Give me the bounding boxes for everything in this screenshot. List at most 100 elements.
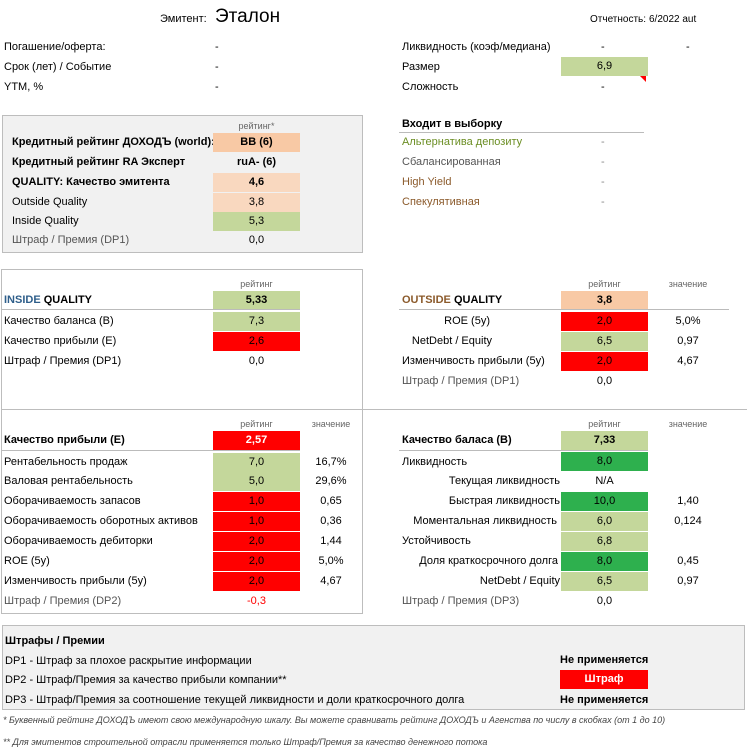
- balance-shortdebt-value: 0,45: [677, 555, 699, 567]
- outside-dp1-rating: 0,0: [596, 375, 613, 387]
- earnings-divider: [2, 450, 300, 451]
- outside-col-value: значение: [668, 279, 708, 289]
- outside-roe-value: 5,0%: [675, 315, 701, 327]
- complexity-label: Сложность: [402, 81, 459, 93]
- doxod-rating-label: Кредитный рейтинг ДОХОДЪ (world):: [12, 136, 215, 148]
- outside-title-value: 3,8: [561, 291, 648, 310]
- earnings-row-rating: 1,0: [213, 492, 300, 511]
- inside-quality-value: 5,3: [213, 212, 300, 231]
- balance-shortdebt-label: Доля краткосрочного долга: [419, 555, 558, 567]
- earnings-row-rating: 5,0: [213, 472, 300, 491]
- earnings-row-rating: 2,0: [213, 572, 300, 591]
- inside-balance-value: 7,3: [213, 312, 300, 331]
- balance-nde-value: 0,97: [677, 575, 699, 587]
- balance-cash-value: 0,124: [674, 515, 702, 527]
- selection-balanced-value: -: [601, 156, 605, 168]
- earnings-row-value: 29,6%: [315, 475, 347, 487]
- outside-col-rating: рейтинг: [588, 279, 621, 289]
- inside-dp1-label: Штраф / Премия (DP1): [4, 355, 122, 367]
- selection-deposit-label: Альтернатива депозиту: [402, 136, 523, 148]
- footnote-2: ** Для эмитентов строительной отрасли пр…: [3, 737, 488, 747]
- balance-stability-label: Устойчивость: [402, 535, 471, 547]
- issuer-name: Эталон: [215, 6, 281, 27]
- selection-title: Входит в выборку: [402, 118, 503, 130]
- dp1-label: Штраф / Премия (DP1): [12, 234, 130, 246]
- liquidity-v2: -: [686, 41, 690, 53]
- outside-nde-label: NetDebt / Equity: [411, 335, 492, 347]
- rating-col-header: рейтинг*: [238, 121, 275, 131]
- penalty-dp1-label: DP1 - Штраф за плохое раскрытие информац…: [5, 655, 252, 667]
- inside-title-a: INSIDE: [4, 294, 41, 306]
- doxod-rating-value: BB (6): [213, 133, 300, 152]
- earnings-row-value: 5,0%: [318, 555, 344, 567]
- ra-rating-value: ruA- (6): [236, 156, 277, 168]
- maturity-value: -: [215, 41, 219, 53]
- footnote-1: * Буквенный рейтинг ДОХОДЪ имеют свою ме…: [3, 715, 666, 725]
- earnings-row: Изменчивость прибыли (5y): [4, 575, 147, 587]
- balance-dp3-label: Штраф / Премия (DP3): [402, 595, 520, 607]
- outside-roe-rating: 2,0: [561, 312, 648, 331]
- selection-deposit-value: -: [601, 136, 605, 148]
- outside-volatility-label: Изменчивость прибыли (5y): [402, 355, 545, 367]
- earnings-title-value: 2,57: [213, 431, 300, 450]
- selection-hy-label: High Yield: [402, 176, 452, 188]
- term-label: Срок (лет) / Событие: [4, 61, 112, 73]
- balance-title: Качество баласа (B): [402, 434, 512, 446]
- penalty-dp1-status: Не применяется: [560, 654, 649, 666]
- outside-dp1-label: Штраф / Премия (DP1): [402, 375, 520, 387]
- earnings-row: ROE (5y): [4, 555, 50, 567]
- balance-nde-rating: 6,5: [561, 572, 648, 591]
- size-value: 6,9: [561, 57, 648, 76]
- inside-title-value: 5,33: [213, 291, 300, 310]
- outside-roe-label: ROE (5y): [444, 315, 490, 327]
- outside-title-a: OUTSIDE: [402, 294, 451, 306]
- balance-col-rating: рейтинг: [588, 419, 621, 429]
- rating-panel: [2, 115, 363, 253]
- earnings-row-value: 16,7%: [315, 456, 347, 468]
- penalty-dp3-label: DP3 - Штраф/Премия за соотношение текуще…: [5, 694, 465, 706]
- liquidity-label: Ликвидность (коэф/медиана): [402, 41, 551, 53]
- inside-divider: [2, 309, 300, 310]
- outside-nde-value: 0,97: [677, 335, 699, 347]
- inside-col-header: рейтинг: [240, 279, 273, 289]
- earnings-dp2-rating: -0,3: [247, 595, 266, 607]
- ytm-value: -: [215, 81, 219, 93]
- outside-volatility-rating: 2,0: [561, 352, 648, 371]
- balance-quick-rating: 10,0: [561, 492, 648, 511]
- earnings-row-value: 4,67: [320, 575, 342, 587]
- balance-current-rating: N/A: [595, 475, 614, 487]
- complexity-value: -: [601, 81, 605, 93]
- penalties-title: Штрафы / Премии: [5, 635, 105, 647]
- penalty-dp3-status: Не применяется: [560, 694, 649, 706]
- earnings-row-rating: 2,0: [213, 532, 300, 551]
- inside-title: INSIDE QUALITY: [4, 291, 92, 309]
- earnings-row-rating: 7,0: [213, 453, 300, 472]
- balance-shortdebt-rating: 8,0: [561, 552, 648, 571]
- inside-quality-label: Inside Quality: [12, 215, 79, 227]
- earnings-col-rating: рейтинг: [240, 419, 273, 429]
- earnings-row: Рентабельность продаж: [4, 456, 128, 468]
- outside-title-b: QUALITY: [450, 294, 503, 306]
- selection-divider: [399, 132, 644, 133]
- quality-label: QUALITY: Качество эмитента: [12, 176, 170, 188]
- inside-title-b: QUALITY: [40, 294, 93, 306]
- outside-title: OUTSIDE QUALITY: [402, 291, 502, 309]
- panel-divider: [362, 269, 363, 410]
- issuer-label: Эмитент:: [160, 13, 207, 25]
- balance-divider: [399, 450, 648, 451]
- balance-cash-label: Моментальная ликвидность: [413, 515, 557, 527]
- balance-quick-label: Быстрая ликвидность: [448, 495, 560, 507]
- balance-current-label: Текущая ликвидность: [448, 475, 560, 487]
- inside-earnings-label: Качество прибыли (E): [4, 335, 117, 347]
- earnings-panel: [1, 409, 363, 614]
- balance-liquidity-label: Ликвидность: [402, 456, 468, 468]
- balance-title-value: 7,33: [561, 431, 648, 450]
- balance-dp3-rating: 0,0: [596, 595, 613, 607]
- earnings-row-rating: 2,0: [213, 552, 300, 571]
- earnings-row: Оборачиваемость запасов: [4, 495, 141, 507]
- outside-nde-rating: 6,5: [561, 332, 648, 351]
- earnings-row-value: 0,65: [320, 495, 342, 507]
- earnings-row: Оборачиваемость оборотных активов: [4, 515, 198, 527]
- balance-stability-rating: 6,8: [561, 532, 648, 551]
- outside-divider: [399, 309, 729, 310]
